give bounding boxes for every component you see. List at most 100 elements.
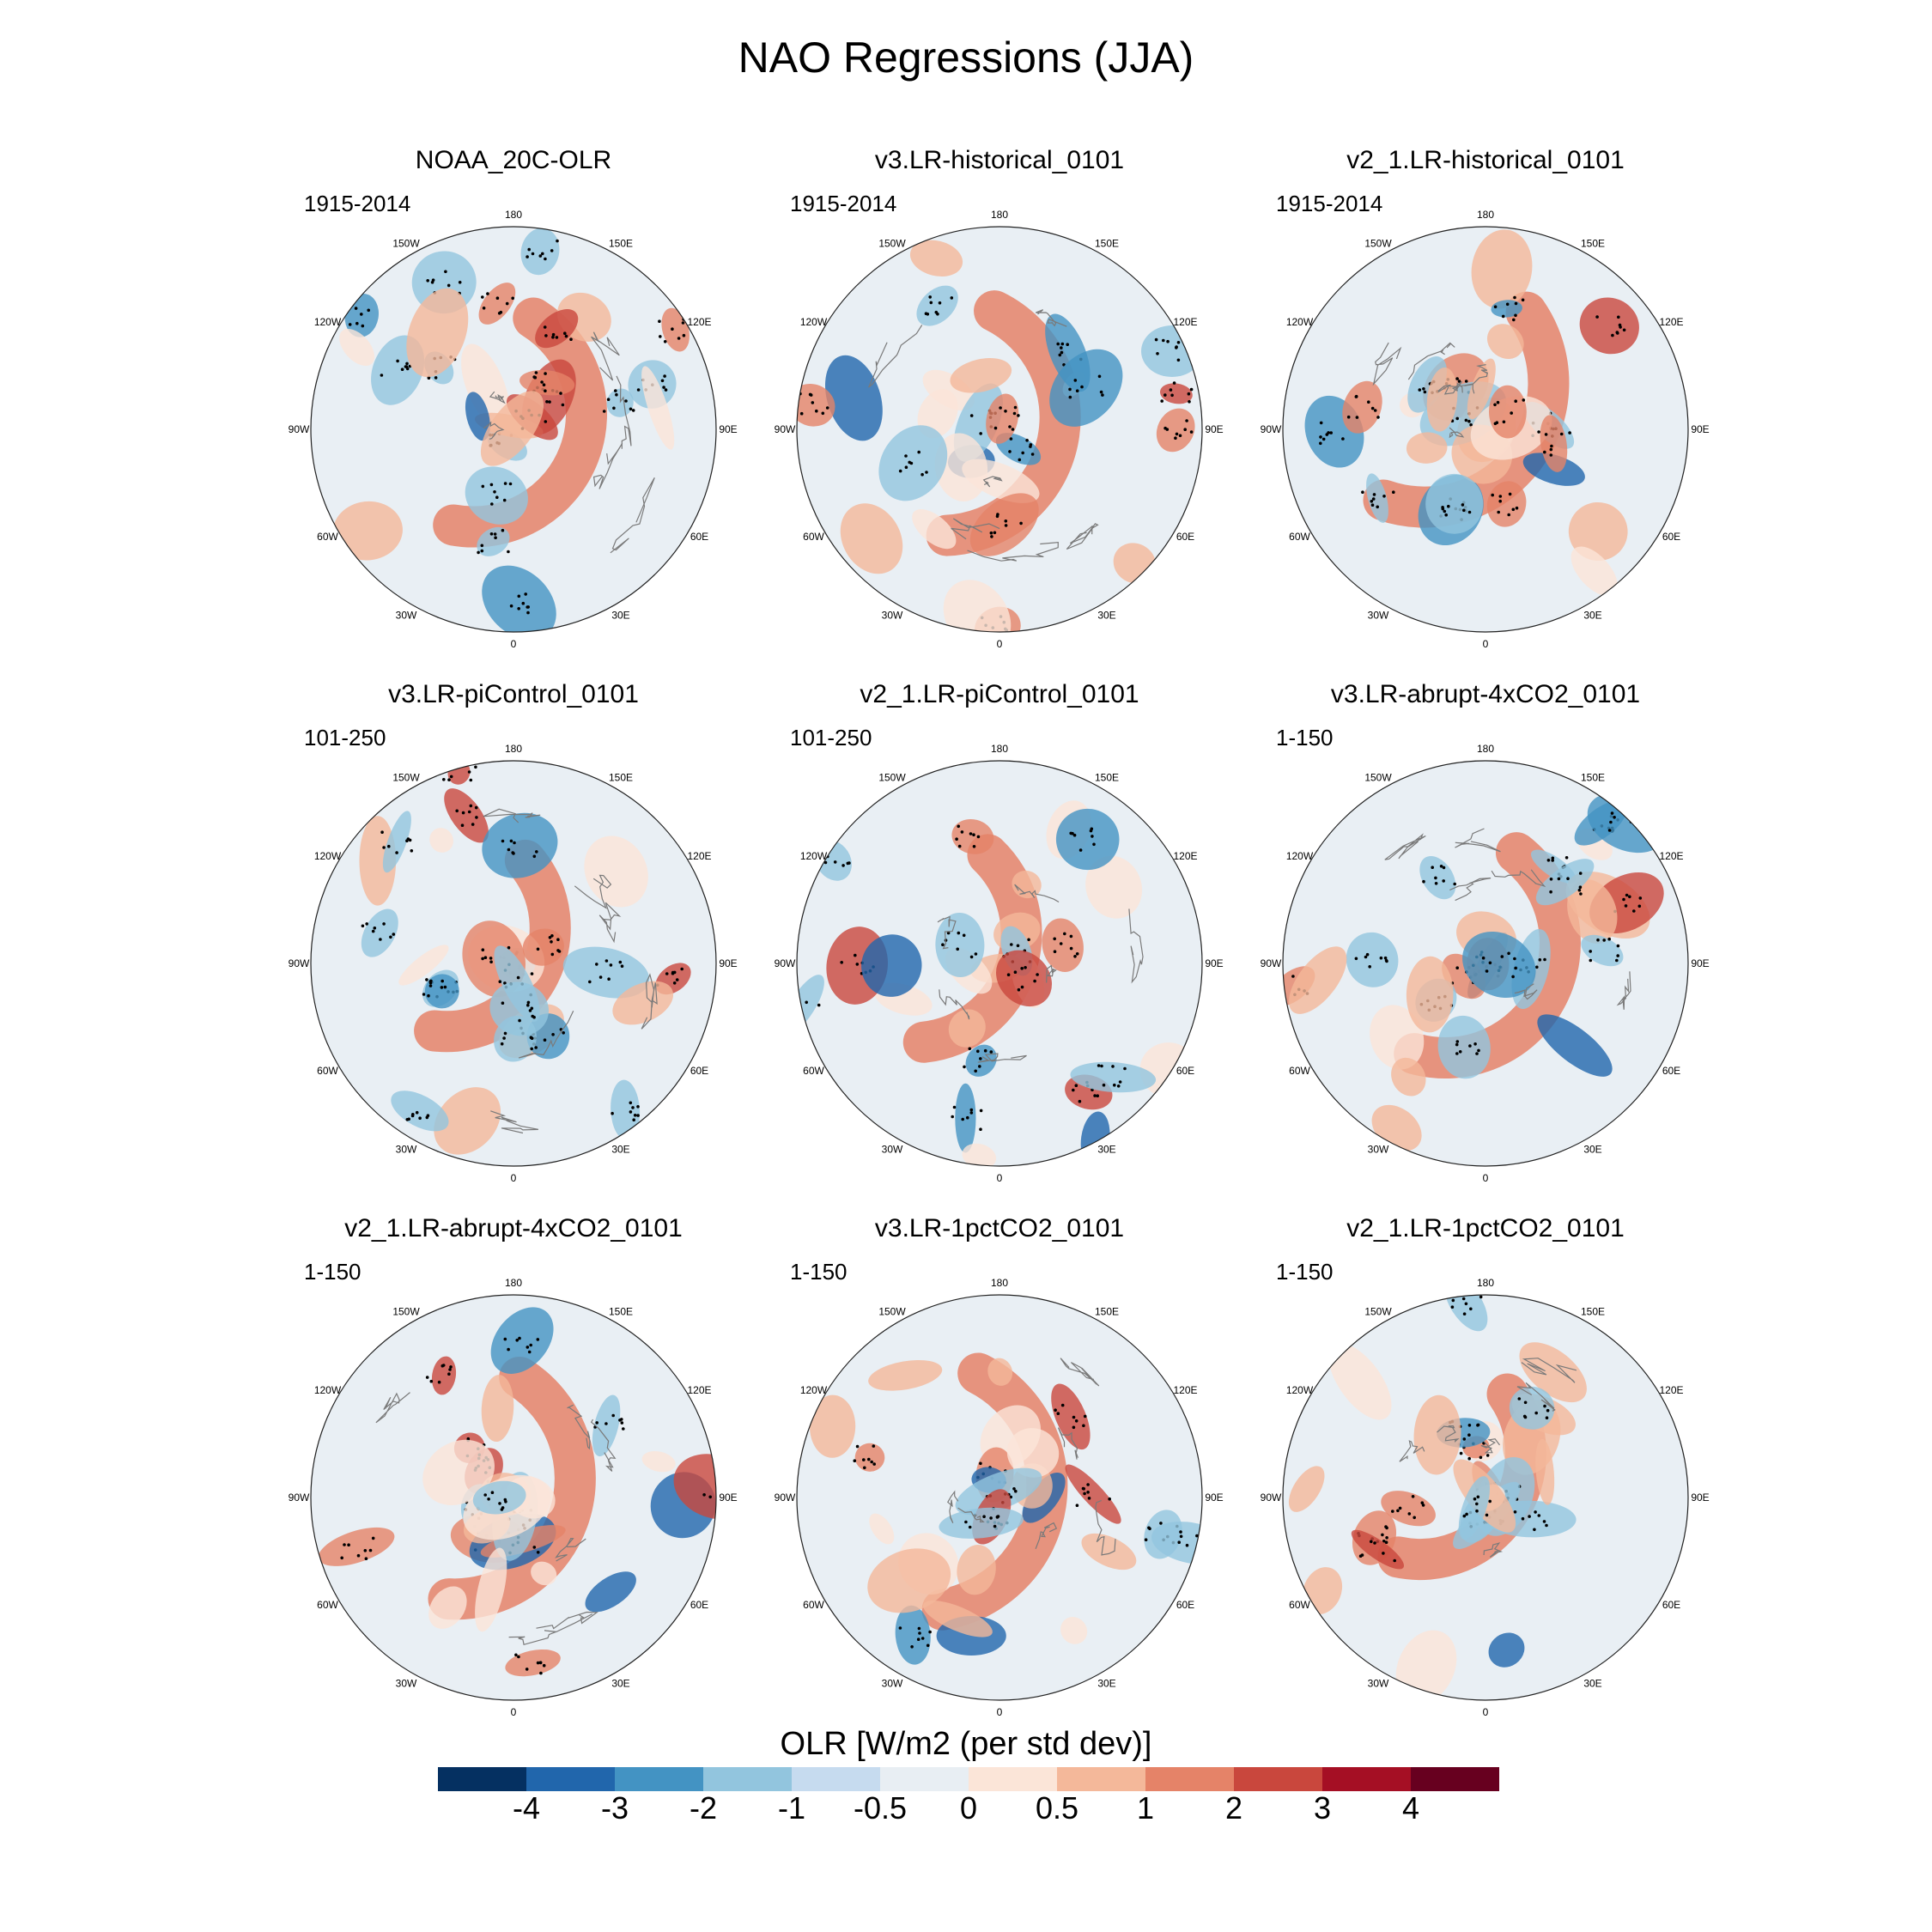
significance-dot [1615, 958, 1619, 963]
significance-dot [1358, 1554, 1363, 1558]
map-boundary [1282, 226, 1689, 633]
significance-dot [1392, 490, 1395, 494]
significance-dot [493, 490, 496, 494]
significance-dot [550, 934, 554, 938]
significance-dot [972, 845, 976, 848]
significance-dot [379, 938, 382, 941]
panel-period: 101-250 [790, 725, 872, 750]
significance-dot [1442, 879, 1445, 883]
anomaly-blob [1141, 325, 1202, 377]
longitude-label: 120W [1286, 850, 1314, 862]
significance-dot [1185, 1543, 1189, 1547]
coastline [489, 391, 506, 404]
significance-dot [1071, 831, 1074, 835]
significance-dot [1431, 866, 1434, 869]
significance-dot [354, 307, 358, 310]
anomaly-blob [429, 828, 453, 853]
significance-dot [1534, 1510, 1537, 1514]
significance-dot [1421, 1504, 1425, 1507]
significance-dot [1514, 313, 1517, 318]
anomaly-blob [995, 433, 1042, 465]
significance-dot [1543, 957, 1546, 962]
significance-dot [429, 1379, 434, 1383]
colorbar-tick-label: 3 [1313, 1790, 1332, 1826]
significance-dot [1568, 431, 1571, 434]
anomaly-blob [428, 1586, 467, 1629]
coastline [1437, 1425, 1460, 1443]
longitude-label: 180 [991, 743, 1008, 755]
longitude-label: 180 [1477, 209, 1494, 221]
significance-dot [557, 950, 562, 953]
significance-dot [966, 1115, 969, 1120]
significance-dot [1189, 430, 1194, 434]
significance-dot [1091, 835, 1094, 838]
significance-dot [395, 851, 398, 854]
significance-dot [512, 852, 515, 855]
significance-dot [437, 1380, 441, 1384]
significance-dot [1543, 450, 1546, 454]
significance-dot [1501, 314, 1505, 319]
significance-dot [872, 1462, 876, 1466]
significance-dot [490, 502, 494, 506]
anomaly-blob [611, 1079, 641, 1140]
longitude-label: 150W [1364, 1306, 1392, 1318]
longitude-label: 120W [800, 1384, 828, 1396]
longitude-label: 150W [392, 772, 420, 784]
significance-dot [405, 839, 409, 842]
significance-dot [952, 1105, 957, 1109]
significance-dot [501, 1001, 505, 1005]
significance-dot [444, 270, 447, 274]
significance-dot [1637, 820, 1642, 823]
significance-dot [1481, 956, 1485, 960]
anomaly-blob [923, 1601, 993, 1637]
significance-dot [507, 945, 511, 950]
significance-dot [1502, 420, 1506, 424]
significance-dot [1534, 1411, 1538, 1415]
significance-dot [405, 361, 409, 366]
anomaly-blob [465, 466, 528, 525]
significance-dot [612, 406, 616, 410]
panel-title: v3.LR-historical_0101 [874, 146, 1125, 174]
anomaly-blob [480, 391, 544, 466]
significance-dot [618, 1419, 622, 1422]
significance-dot [1370, 500, 1374, 503]
significance-dot [1291, 975, 1295, 978]
significance-dot [434, 376, 438, 380]
significance-dot [1075, 952, 1079, 956]
anomaly-blob [1471, 229, 1533, 309]
significance-dot [1169, 388, 1173, 392]
significance-dot [1619, 325, 1622, 329]
longitude-label: 150E [609, 1306, 633, 1318]
longitude-label: 30E [1097, 1678, 1115, 1690]
significance-dot [872, 1444, 876, 1448]
significance-dot [1163, 393, 1167, 397]
longitude-label: 60W [317, 1599, 338, 1611]
significance-dot [530, 1006, 534, 1011]
significance-dot [1462, 1437, 1467, 1441]
longitude-label: 90W [289, 1492, 310, 1504]
significance-dot [1179, 1534, 1183, 1539]
significance-dot [544, 372, 547, 375]
significance-dot [474, 805, 478, 810]
significance-dot [1546, 1408, 1550, 1413]
anomaly-blob [962, 1143, 997, 1166]
significance-dot [1060, 346, 1063, 349]
anomaly-blob [995, 950, 1053, 1007]
significance-dot [721, 1473, 725, 1477]
anomaly-blob [1579, 297, 1639, 355]
anomaly-blob [477, 526, 510, 556]
significance-dot [916, 1637, 920, 1641]
significance-dot [499, 310, 503, 314]
longitude-label: 30E [611, 610, 629, 622]
colorbar-tick-label: 0 [959, 1790, 978, 1826]
significance-dot [387, 844, 391, 848]
longitude-label: 30E [1097, 610, 1115, 622]
longitude-label: 30E [1583, 1144, 1601, 1156]
significance-dot [1447, 504, 1450, 508]
colorbar-segment [703, 1767, 793, 1791]
significance-dot [507, 848, 511, 852]
coastline [592, 442, 623, 489]
significance-dot [348, 323, 352, 326]
significance-dot [1559, 432, 1564, 436]
figure-title: NAO Regressions (JJA) [738, 33, 1194, 82]
